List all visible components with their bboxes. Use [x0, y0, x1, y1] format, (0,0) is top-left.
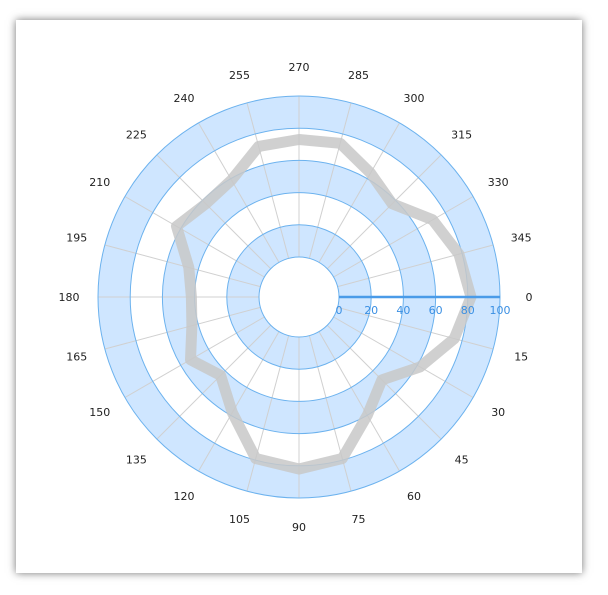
angle-gridline [326, 154, 442, 270]
angle-tick-label: 300 [404, 92, 425, 105]
angle-tick-label: 120 [174, 490, 195, 503]
radial-gridline [258, 256, 340, 338]
angle-gridline [333, 316, 474, 398]
angle-tick-label: 15 [514, 351, 528, 364]
angle-tick-label: 255 [229, 69, 250, 82]
radial-tick-label: 40 [396, 304, 410, 317]
radial-tick-label: 80 [461, 304, 475, 317]
angle-tick-label: 225 [126, 128, 147, 141]
angle-gridline [318, 331, 400, 472]
angle-tick-label: 345 [511, 232, 532, 245]
radial-tick-label: 20 [364, 304, 378, 317]
angle-tick-label: 45 [455, 454, 469, 467]
angle-gridline [308, 335, 352, 492]
series-line [171, 134, 477, 475]
angle-tick-label: 75 [352, 513, 366, 526]
angle-tick-label: 210 [89, 176, 110, 189]
angle-tick-label: 150 [89, 406, 110, 419]
angle-gridline [124, 196, 265, 278]
angle-tick-label: 330 [488, 176, 509, 189]
angle-tick-label: 180 [59, 291, 80, 304]
angle-tick-label: 0 [526, 291, 533, 304]
angle-tick-label: 270 [289, 61, 310, 74]
angle-gridline [333, 196, 474, 278]
angle-gridline [156, 154, 272, 270]
angle-gridline [246, 102, 290, 259]
radial-tick-label: 0 [336, 304, 343, 317]
angle-tick-label: 60 [407, 490, 421, 503]
radial-tick-label: 60 [429, 304, 443, 317]
angle-tick-label: 30 [491, 406, 505, 419]
angle-tick-label: 240 [174, 92, 195, 105]
angle-gridline [198, 331, 280, 472]
angle-tick-label: 90 [292, 521, 306, 534]
angle-gridline [156, 324, 272, 440]
angle-gridline [337, 244, 494, 288]
angle-tick-label: 195 [66, 232, 87, 245]
angle-tick-label: 135 [126, 454, 147, 467]
angle-tick-label: 105 [229, 513, 250, 526]
angle-tick-label: 285 [348, 69, 369, 82]
angle-gridline [318, 122, 400, 263]
radial-tick-label: 100 [490, 304, 511, 317]
angle-gridline [246, 335, 290, 492]
angle-gridline [308, 102, 352, 259]
angle-gridline [104, 306, 261, 350]
angle-tick-label: 315 [451, 128, 472, 141]
angle-gridline [198, 122, 280, 263]
angle-tick-label: 165 [66, 351, 87, 364]
angle-gridline [337, 306, 494, 350]
